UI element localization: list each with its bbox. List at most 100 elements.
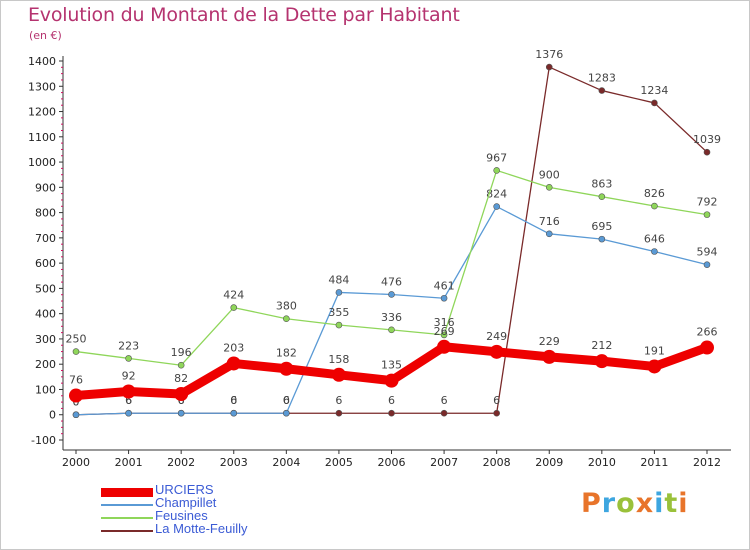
data-label: 203 xyxy=(223,341,244,354)
data-point xyxy=(230,304,238,311)
data-point xyxy=(177,409,185,417)
x-tick-label: 2003 xyxy=(220,456,248,469)
data-point xyxy=(594,354,609,369)
data-label: 229 xyxy=(539,335,560,348)
x-tick-label: 2002 xyxy=(167,456,195,469)
logo-letter: r xyxy=(601,488,617,519)
data-point xyxy=(440,294,448,302)
data-point xyxy=(542,349,557,364)
data-point xyxy=(388,291,395,298)
y-tick-label: -100 xyxy=(31,434,56,447)
legend-label: URCIERS xyxy=(155,482,214,497)
data-point xyxy=(440,331,448,339)
data-label: 0 xyxy=(230,394,237,407)
data-point xyxy=(279,361,294,376)
data-point xyxy=(283,409,290,417)
data-label: 424 xyxy=(223,289,244,302)
data-label: 646 xyxy=(644,233,665,246)
data-label: 6 xyxy=(125,394,132,407)
y-tick-label: 1200 xyxy=(28,106,56,119)
data-label: 135 xyxy=(381,359,402,372)
data-label: 212 xyxy=(591,339,612,352)
data-label: 266 xyxy=(697,326,718,339)
legend-swatch xyxy=(101,517,153,519)
data-label: 1376 xyxy=(535,48,563,61)
data-point xyxy=(545,230,553,238)
logo-letter: o xyxy=(616,488,636,519)
data-label: 249 xyxy=(486,330,507,343)
y-tick-label: 900 xyxy=(35,181,56,194)
data-point xyxy=(598,193,606,200)
x-tick-label: 2001 xyxy=(115,456,143,469)
logo-letter: i xyxy=(678,488,689,519)
data-label: 484 xyxy=(328,273,349,286)
y-tick-label: 300 xyxy=(35,333,56,346)
data-label: 158 xyxy=(328,353,349,366)
chart-unit-label: (en €) xyxy=(29,29,62,42)
data-label: 6 xyxy=(335,394,342,407)
data-point xyxy=(703,211,711,218)
data-label: 792 xyxy=(697,196,718,209)
legend-swatch xyxy=(101,504,153,506)
proxiti-logo: Proxiti xyxy=(581,488,689,519)
data-label: 82 xyxy=(174,372,188,385)
data-label: 196 xyxy=(171,346,192,359)
data-point xyxy=(230,409,238,417)
logo-letter: x xyxy=(635,488,655,519)
data-label: 476 xyxy=(381,275,402,288)
data-point xyxy=(493,409,500,417)
data-point xyxy=(174,387,189,402)
x-tick-label: 2011 xyxy=(640,456,668,469)
x-tick-label: 2000 xyxy=(62,456,90,469)
data-label: 269 xyxy=(434,325,455,338)
data-label: 6 xyxy=(493,394,500,407)
y-tick-label: 1000 xyxy=(28,156,56,169)
data-point xyxy=(703,261,711,268)
legend-label: Champillet xyxy=(155,495,217,510)
data-point xyxy=(69,388,83,403)
data-point xyxy=(545,63,553,71)
x-tick-label: 2009 xyxy=(535,456,563,469)
y-tick-label: 400 xyxy=(35,308,56,321)
y-tick-label: 1100 xyxy=(28,131,56,144)
data-label: 1039 xyxy=(693,133,721,146)
x-tick-label: 2007 xyxy=(430,456,458,469)
data-point xyxy=(651,248,658,255)
data-point xyxy=(331,367,346,382)
y-tick-label: 700 xyxy=(35,232,56,245)
data-point xyxy=(598,235,606,243)
data-point xyxy=(72,348,80,355)
y-tick-label: 1300 xyxy=(28,80,56,93)
data-point xyxy=(388,409,395,417)
data-label: 461 xyxy=(434,279,455,292)
legend-swatch xyxy=(101,530,153,532)
data-point xyxy=(226,356,241,371)
logo-letter: P xyxy=(581,488,602,519)
data-point xyxy=(647,359,662,374)
data-point xyxy=(121,384,136,399)
x-tick-label: 2008 xyxy=(483,456,511,469)
data-label: 863 xyxy=(591,178,612,191)
data-point xyxy=(335,409,343,417)
chart-title: Evolution du Montant de la Dette par Hab… xyxy=(28,4,460,26)
data-point xyxy=(125,355,132,362)
data-label: 6 xyxy=(441,394,448,407)
y-tick-label: 1400 xyxy=(28,55,56,68)
legend-label: Feusines xyxy=(155,508,208,523)
data-label: 716 xyxy=(539,215,560,228)
data-point xyxy=(489,344,504,359)
x-tick-label: 2012 xyxy=(693,456,721,469)
data-point xyxy=(651,99,658,107)
data-label: 6 xyxy=(125,394,132,407)
data-label: 695 xyxy=(591,220,612,233)
data-label: 900 xyxy=(539,168,560,181)
data-label: 6 xyxy=(283,394,290,407)
data-label: 1283 xyxy=(588,72,616,85)
logo-letter: i xyxy=(654,488,665,519)
x-tick-label: 2010 xyxy=(588,456,616,469)
data-label: 380 xyxy=(276,300,297,313)
data-point xyxy=(651,202,658,210)
data-point xyxy=(335,321,343,329)
data-point xyxy=(703,148,711,156)
y-tick-label: 100 xyxy=(35,383,56,396)
